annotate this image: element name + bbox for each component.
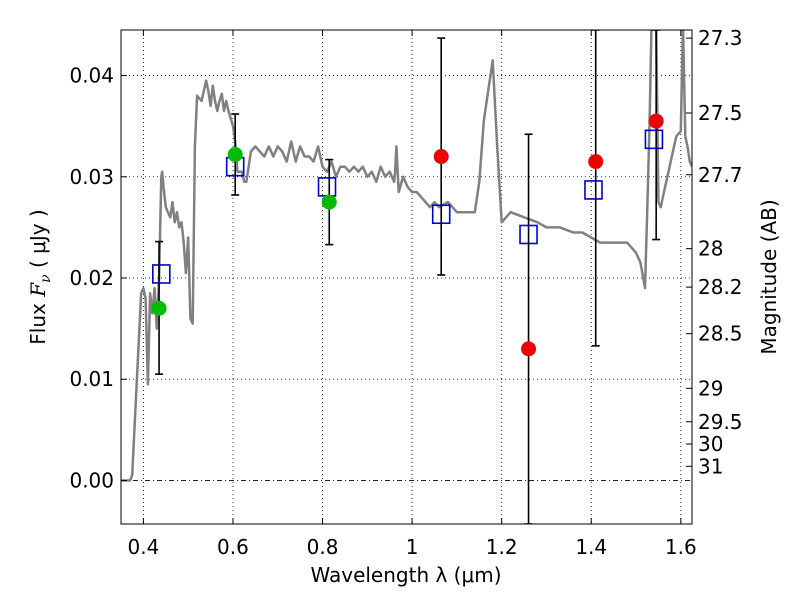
red-circle-marker [648,113,664,129]
right-axis-title: Magnitude (AB) [757,199,781,354]
ticks: 0.4 0.6 0.8 1 1.2 1.4 1.6 0.00 0.01 0.02 0.03 0.04 2… [69,26,742,559]
mag-tick-label: 27.3 [698,26,743,50]
mag-tick-label: 29.5 [698,410,743,434]
model-square-marker [152,264,171,284]
green-circle-marker [321,194,337,210]
red-circle-marker [521,341,537,357]
x-tick-label: 1.2 [486,535,518,559]
y-axis-title-unit: ( μJy ) [26,209,50,274]
x-tick-label: 1.4 [575,535,607,559]
x-tick-label: 0.6 [217,535,249,559]
y-tick-label: 0.02 [69,266,114,290]
y-axis-title: Flux Fν ( μJy ) [26,209,54,344]
red-circle-marker [433,149,449,165]
green-circle-marker [151,300,167,316]
red-circle-marker [588,154,604,170]
green-circle-marker [227,147,243,163]
plot-area [121,30,692,524]
mag-tick-label: 28 [698,237,723,261]
model-square-marker [519,224,538,245]
x-axis-title: Wavelength λ (μm) [310,563,501,587]
x-tick-label: 1.6 [665,535,697,559]
x-tick-label: 0.8 [307,535,339,559]
y-axis-title-subscript: ν [38,274,54,283]
y-tick-label: 0.03 [69,165,114,189]
x-tick-label: 0.4 [127,535,159,559]
mag-tick-label: 28.5 [698,322,743,346]
y-tick-label: 0.00 [69,468,114,492]
model-square-marker [431,204,451,225]
model-square-marker [584,180,603,200]
y-tick-label: 0.04 [69,64,114,88]
x-tick-label: 1 [406,535,419,559]
y-axis-title-prefix: Flux [26,297,50,345]
mag-tick-label: 27.5 [698,101,743,125]
mag-tick-label: 30 [698,432,723,456]
mag-tick-label: 28.2 [698,275,743,299]
mag-tick-label: 31 [698,454,723,478]
model-square-marker [644,129,664,150]
y-axis-title-symbol: F [26,282,50,298]
marker-layer [151,113,664,357]
y-tick-label: 0.01 [69,367,114,391]
mag-tick-label: 27.7 [698,163,743,187]
mag-tick-label: 29 [698,376,723,400]
plot-frame [120,29,693,525]
